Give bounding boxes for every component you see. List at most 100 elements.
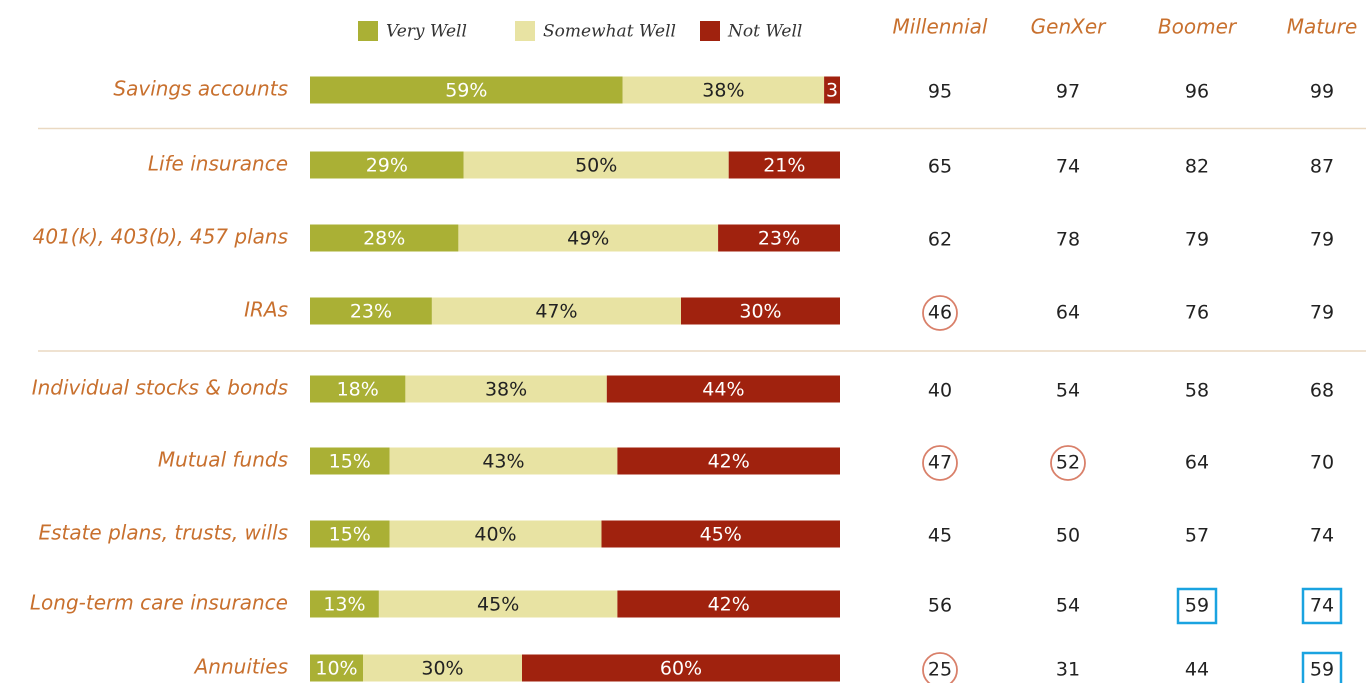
table-value: 54 <box>1056 595 1080 617</box>
table-value: 76 <box>1185 302 1209 324</box>
table-value: 70 <box>1310 452 1334 474</box>
column-header: Boomer <box>1158 15 1238 39</box>
bar-segment <box>622 76 825 104</box>
bar-label: 43% <box>482 451 524 473</box>
highlight-circle <box>922 445 958 481</box>
table-value: 97 <box>1056 81 1080 103</box>
category-label: Savings accounts <box>113 77 288 101</box>
bar-label: 21% <box>763 155 805 177</box>
bar-segment <box>363 654 522 682</box>
bar-label: 60% <box>660 658 702 680</box>
legend-swatch <box>515 21 535 41</box>
bar-label: 3 <box>826 80 838 102</box>
table-value: 74 <box>1056 156 1080 178</box>
bar-segment <box>310 151 464 179</box>
table-value: 25 <box>928 659 952 681</box>
bar-segment <box>405 375 607 403</box>
bar-segment <box>681 297 840 325</box>
legend-label: Somewhat Well <box>543 22 676 42</box>
table-value: 64 <box>1185 452 1209 474</box>
column-header: GenXer <box>1031 15 1107 39</box>
bar-segment <box>310 654 363 682</box>
table-value: 74 <box>1310 525 1334 547</box>
category-label: Individual stocks & bonds <box>32 376 288 400</box>
highlight-circle <box>1050 445 1086 481</box>
bar-label: 18% <box>337 379 379 401</box>
column-header: Mature <box>1287 15 1358 39</box>
legend-label: Very Well <box>386 22 467 42</box>
bar-segment <box>310 590 379 618</box>
bar-label: 23% <box>350 301 392 323</box>
table-value: 96 <box>1185 81 1209 103</box>
bar-segment <box>617 447 840 475</box>
bar-segment <box>378 590 618 618</box>
bar-segment <box>310 375 406 403</box>
bar-label: 42% <box>708 594 750 616</box>
highlight-circle <box>922 652 958 683</box>
highlight-circle <box>922 295 958 331</box>
bar-segment <box>431 297 681 325</box>
table-value: 45 <box>928 525 952 547</box>
highlight-box <box>1176 587 1218 625</box>
table-value: 99 <box>1310 81 1334 103</box>
table-value: 50 <box>1056 525 1080 547</box>
table-value: 59 <box>1310 659 1334 681</box>
bar-segment <box>824 76 840 104</box>
legend-swatch <box>700 21 720 41</box>
bar-label: 15% <box>329 524 371 546</box>
bar-segment <box>601 520 840 548</box>
bar-segment <box>606 375 840 403</box>
bar-label: 59% <box>445 80 487 102</box>
bar-segment <box>310 520 390 548</box>
category-label: Annuities <box>193 655 288 679</box>
bar-segment <box>389 520 602 548</box>
bar-segment <box>463 151 729 179</box>
table-value: 31 <box>1056 659 1080 681</box>
bar-label: 13% <box>323 594 365 616</box>
table-value: 47 <box>928 452 952 474</box>
bar-label: 45% <box>700 524 742 546</box>
bar-label: 30% <box>421 658 463 680</box>
table-value: 56 <box>928 595 952 617</box>
bar-label: 29% <box>366 155 408 177</box>
highlight-box <box>1301 651 1343 683</box>
table-value: 79 <box>1185 229 1209 251</box>
category-label: Long-term care insurance <box>30 591 288 615</box>
bar-label: 40% <box>474 524 516 546</box>
column-header: Millennial <box>893 15 988 39</box>
table-value: 58 <box>1185 380 1209 402</box>
bar-segment <box>718 224 840 252</box>
bar-label: 15% <box>329 451 371 473</box>
table-value: 59 <box>1185 595 1209 617</box>
table-value: 78 <box>1056 229 1080 251</box>
bar-label: 44% <box>702 379 744 401</box>
bar-segment <box>617 590 840 618</box>
highlight-box <box>1301 587 1343 625</box>
bar-label: 42% <box>708 451 750 473</box>
bar-segment <box>310 76 623 104</box>
bar-label: 10% <box>315 658 357 680</box>
table-value: 52 <box>1056 452 1080 474</box>
legend-label: Not Well <box>727 22 802 42</box>
legend-swatch <box>358 21 378 41</box>
bar-label: 30% <box>739 301 781 323</box>
bar-label: 45% <box>477 594 519 616</box>
bar-label: 49% <box>567 228 609 250</box>
table-value: 65 <box>928 156 952 178</box>
table-value: 62 <box>928 229 952 251</box>
table-value: 79 <box>1310 229 1334 251</box>
table-value: 82 <box>1185 156 1209 178</box>
table-value: 64 <box>1056 302 1080 324</box>
category-label: Life insurance <box>148 152 288 176</box>
table-value: 57 <box>1185 525 1209 547</box>
bar-label: 47% <box>535 301 577 323</box>
table-value: 40 <box>928 380 952 402</box>
bar-label: 23% <box>758 228 800 250</box>
category-label: IRAs <box>244 298 288 322</box>
bar-segment <box>310 447 390 475</box>
bar-segment <box>728 151 840 179</box>
table-value: 44 <box>1185 659 1209 681</box>
bar-label: 28% <box>363 228 405 250</box>
bar-label: 38% <box>485 379 527 401</box>
table-value: 54 <box>1056 380 1080 402</box>
